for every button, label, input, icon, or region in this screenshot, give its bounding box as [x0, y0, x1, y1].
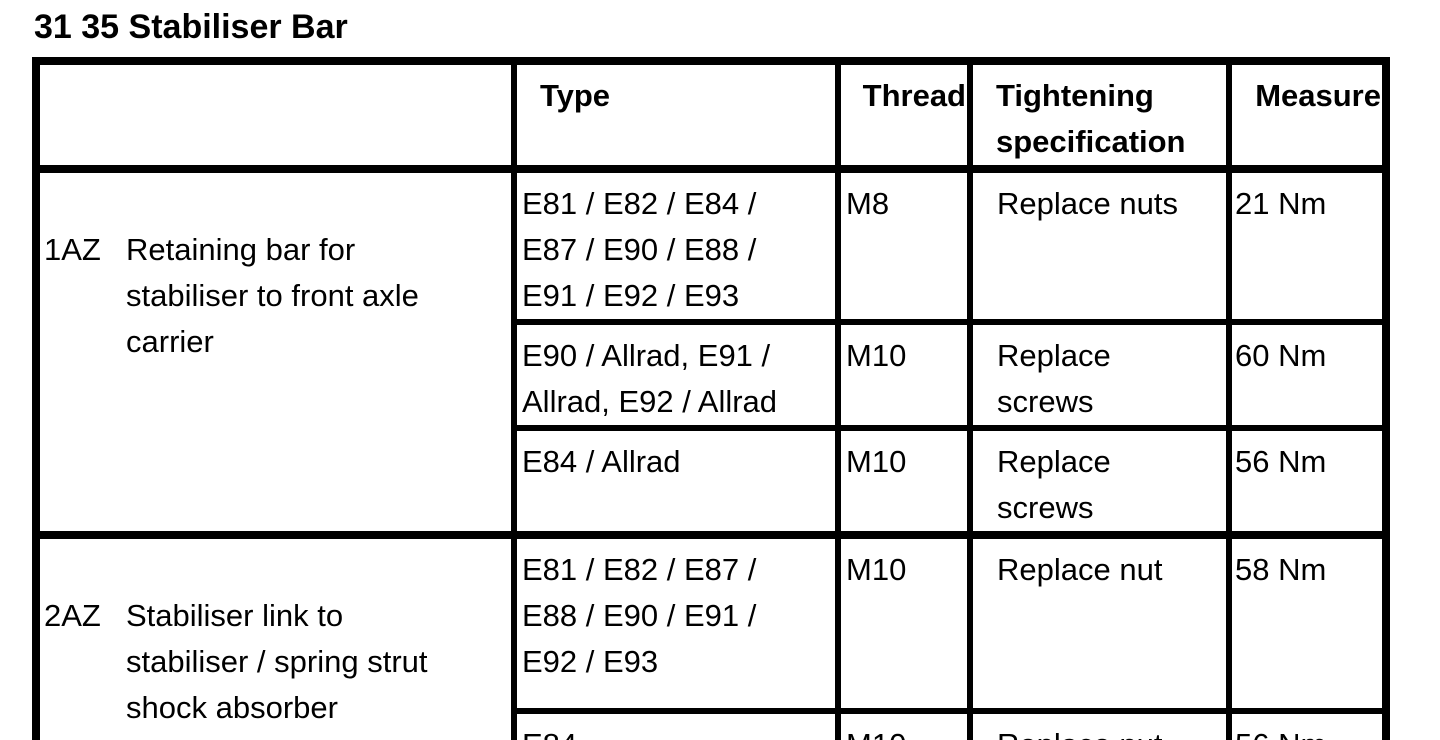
item-cell-1az: 1AZ Retaining bar for stabiliser to fron… — [33, 166, 517, 538]
type-cell: E84 / Allrad — [511, 425, 841, 538]
page-title: 31 35 Stabiliser Bar — [34, 8, 348, 46]
spec-row-1az-b: E90 / Allrad, E91 / Allrad, E92 / Allrad… — [36, 319, 1389, 431]
item-id: 2AZ — [44, 598, 101, 633]
spec-row-1az-c: E84 / Allrad M10 Replace screws 56 Nm — [36, 425, 1389, 538]
type-cell: E81 / E82 / E87 / E88 / E90 / E91 / E92 … — [511, 531, 841, 714]
thread-cell: M10 — [835, 531, 973, 714]
tightening-cell: Replace nut — [967, 707, 1232, 740]
measure-cell: 21 Nm — [1226, 166, 1389, 325]
measure-cell: 58 Nm — [1226, 531, 1389, 714]
thread-cell: M10 — [835, 319, 973, 431]
item-cell-2az: 2AZ Stabiliser link to stabiliser / spri… — [33, 531, 517, 740]
spec-row-1az-a: 1AZ Retaining bar for stabiliser to fron… — [33, 166, 1389, 538]
type-cell: E84 — [511, 707, 841, 740]
thread-cell: M10 — [835, 707, 973, 740]
item-description: Stabiliser link to stabiliser / spring s… — [126, 598, 428, 725]
thread-cell: M10 — [835, 425, 973, 538]
measure-cell: 60 Nm — [1226, 319, 1389, 431]
type-cell: E90 / Allrad, E91 / Allrad, E92 / Allrad — [511, 319, 841, 431]
type-cell: E81 / E82 / E84 / E87 / E90 / E88 / E91 … — [511, 166, 841, 325]
header-thread: Thread — [835, 58, 973, 173]
item-description: Retaining bar for stabiliser to front ax… — [126, 232, 419, 359]
tightening-cell: Replace screws — [967, 425, 1232, 538]
thread-cell: M8 — [835, 166, 973, 325]
spec-table: Type Thread Tightening specification Mea… — [32, 57, 1390, 740]
header-type: Type — [511, 58, 841, 173]
measure-cell: 56 Nm — [1226, 425, 1389, 538]
header-tightening-specification: Tightening specification — [967, 58, 1232, 173]
header-measure: Measure — [1226, 58, 1389, 173]
header-item-blank — [33, 58, 517, 173]
spec-row-2az-a: 2AZ Stabiliser link to stabiliser / spri… — [33, 531, 1389, 740]
spec-row-2az-b: E84 M10 Replace nut 56 Nm — [36, 707, 1389, 740]
tightening-cell: Replace nut — [967, 531, 1232, 714]
tightening-cell: Replace nuts — [967, 166, 1232, 325]
tightening-cell: Replace screws — [967, 319, 1232, 431]
measure-cell: 56 Nm — [1226, 707, 1389, 740]
header-row: Type Thread Tightening specification Mea… — [33, 58, 1389, 173]
item-id: 1AZ — [44, 232, 101, 267]
